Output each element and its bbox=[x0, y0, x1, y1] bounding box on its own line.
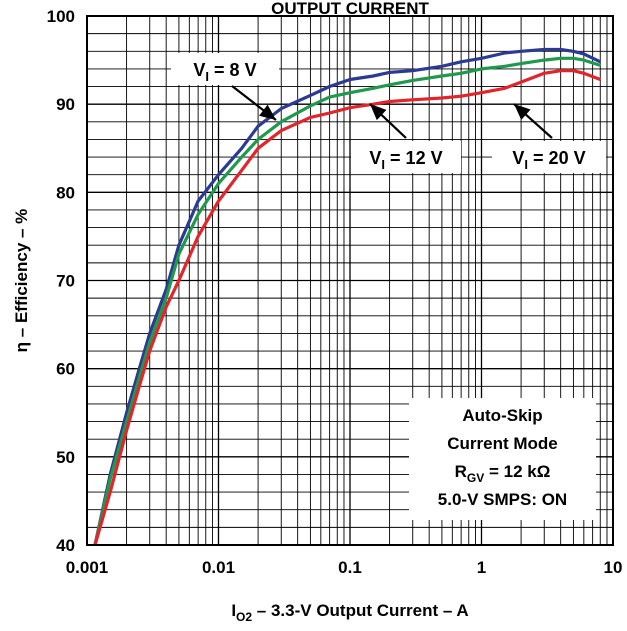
tick-labels: 0.001 0.01 0.1 1 10 40 50 60 70 80 90 100 bbox=[47, 7, 623, 577]
series-line-2 bbox=[93, 56, 601, 546]
y-tick-label: 100 bbox=[47, 7, 75, 26]
y-tick-label: 60 bbox=[56, 360, 75, 379]
series-group bbox=[93, 47, 601, 546]
annotation-line: Current Mode bbox=[447, 434, 558, 453]
annotation-box: Auto-Skip Current Mode RGV = 12 kΩ 5.0-V SM… bbox=[409, 398, 596, 520]
y-tick-label: 70 bbox=[56, 272, 75, 291]
series-line-1 bbox=[93, 47, 601, 546]
series-labels: VI = 8 V VI = 12 V VI = 20 V bbox=[171, 53, 606, 173]
chart-title: OUTPUT CURRENT bbox=[271, 0, 429, 18]
series-line-3 bbox=[93, 69, 601, 546]
x-tick-label: 0.1 bbox=[338, 558, 362, 577]
x-tick-label: 1 bbox=[477, 558, 486, 577]
series-label-1: VI = 8 V bbox=[193, 60, 256, 84]
y-axis-label: η – Efficiency – % bbox=[12, 209, 31, 353]
series-label-2: VI = 12 V bbox=[369, 148, 442, 172]
plot-frame bbox=[86, 15, 614, 546]
y-tick-label: 80 bbox=[56, 183, 75, 202]
arrowhead bbox=[259, 104, 276, 120]
series-label-bg bbox=[171, 53, 279, 85]
y-tick-label: 90 bbox=[56, 95, 75, 114]
arrowhead bbox=[514, 104, 531, 120]
x-tick-label: 10 bbox=[604, 558, 623, 577]
annotation-line: Auto-Skip bbox=[462, 406, 542, 425]
series-label-bg bbox=[351, 141, 461, 173]
annotation-line: 5.0-V SMPS: ON bbox=[438, 490, 567, 509]
x-tick-label: 0.001 bbox=[66, 558, 109, 577]
annotation-line: RGV = 12 kΩ bbox=[455, 462, 551, 485]
arrowhead bbox=[370, 104, 387, 121]
x-tick-label: 0.01 bbox=[202, 558, 235, 577]
y-tick-label: 40 bbox=[56, 536, 75, 555]
series-label-3: VI = 20 V bbox=[512, 148, 585, 172]
x-axis-label: IO2 – 3.3-V Output Current – A bbox=[231, 601, 468, 624]
annotation-bg bbox=[409, 398, 596, 520]
series-label-bg bbox=[492, 141, 606, 173]
y-tick-label: 50 bbox=[56, 448, 75, 467]
